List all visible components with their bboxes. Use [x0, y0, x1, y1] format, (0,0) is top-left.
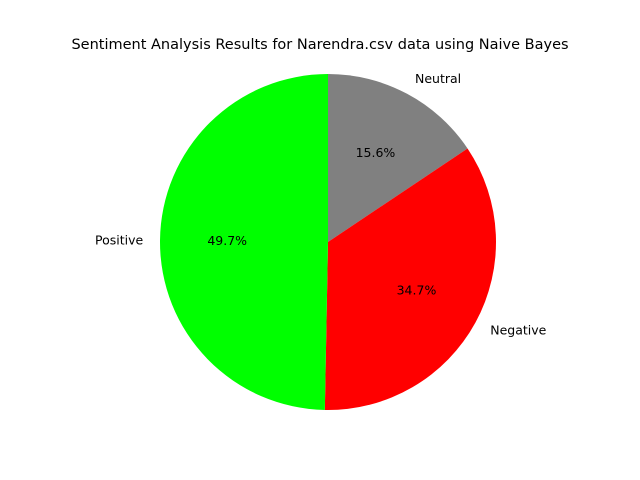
slice-label-negative: Negative: [490, 323, 546, 338]
pie-slice-neutral: [328, 74, 468, 242]
slice-percent-negative: 34.7%: [397, 282, 437, 297]
pie-slices: [159, 74, 497, 411]
slice-label-positive: Positive: [95, 232, 143, 247]
slice-label-neutral: Neutral: [415, 71, 461, 86]
chart-title: Sentiment Analysis Results for Narendra.…: [71, 37, 568, 53]
pie-labels: Neutral 15.6% Negative 34.7% Positive 49.7%: [95, 71, 547, 338]
slice-percent-positive: 49.7%: [207, 233, 247, 248]
pie-slice-negative: [324, 148, 497, 411]
pie-slice-positive: [159, 74, 328, 410]
slice-percent-neutral: 15.6%: [356, 145, 396, 160]
